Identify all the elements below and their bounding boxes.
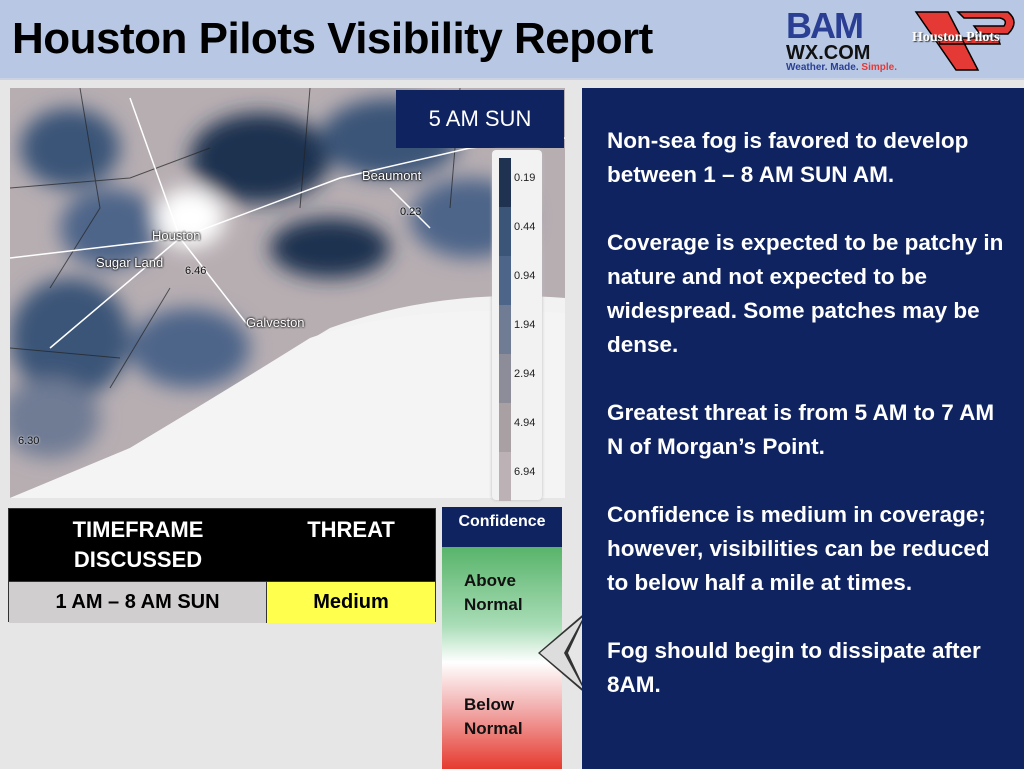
legend-swatch [499, 403, 511, 452]
above-normal-label: Above Normal [464, 571, 523, 614]
legend-value: 1.94 [514, 319, 536, 331]
legend-swatch [499, 158, 511, 207]
legend-value: 0.19 [514, 172, 536, 184]
houston-pilots-logo: Houston Pilots [908, 8, 1020, 74]
legend-value: 2.94 [514, 368, 536, 380]
header-timeframe: TIMEFRAME DISCUSSED [9, 509, 267, 581]
page-title: Houston Pilots Visibility Report [12, 14, 653, 63]
city-label: Sugar Land [96, 255, 164, 270]
discussion-paragraph: Greatest threat is from 5 AM to 7 AM N o… [607, 400, 995, 459]
visibility-map: Beaumont Houston Sugar Land Galveston 6.… [10, 88, 565, 498]
bamwx-logo: BAM WX.COM Weather. Made. Simple. [786, 5, 897, 74]
legend-value: 0.44 [514, 221, 536, 233]
value-label: 6.46 [185, 265, 207, 277]
discussion-paragraph: Non-sea fog is favored to develop betwee… [607, 128, 969, 187]
discussion-paragraph: Fog should begin to dissipate after 8AM. [607, 638, 981, 697]
legend-value: 0.94 [514, 270, 536, 282]
confidence-title: Confidence [442, 507, 562, 547]
below-normal-label: Below Normal [464, 695, 523, 738]
confidence-pointer-icon [538, 610, 588, 696]
visibility-legend: 0.19 0.44 0.94 1.94 2.94 4.94 6.94 [492, 150, 542, 501]
city-label: Houston [152, 228, 201, 243]
value-label: 0.23 [400, 206, 422, 218]
legend-swatch [499, 305, 511, 354]
legend-swatch [499, 207, 511, 256]
value-label: 6.30 [18, 435, 40, 447]
legend-swatch [499, 452, 511, 501]
header: Houston Pilots Visibility Report BAM WX.… [0, 0, 1024, 80]
confidence-scale: Confidence Above Normal Below Normal [442, 507, 562, 769]
legend-swatch [499, 256, 511, 305]
threat-table: TIMEFRAME DISCUSSED THREAT 1 AM – 8 AM S… [8, 508, 436, 623]
discussion-paragraph: Coverage is expected to be patchy in nat… [607, 230, 1004, 357]
legend-swatch [499, 354, 511, 403]
legend-value: 6.94 [514, 466, 536, 478]
discussion-panel: Non-sea fog is favored to develop betwee… [582, 88, 1024, 769]
header-threat: THREAT [267, 509, 435, 581]
discussion-paragraph: Confidence is medium in coverage; howeve… [607, 502, 990, 595]
city-label: Beaumont [362, 168, 422, 183]
city-label: Galveston [246, 315, 305, 330]
legend-value: 4.94 [514, 417, 536, 429]
threat-value: Medium [267, 581, 435, 623]
time-label: 5 AM SUN [396, 90, 564, 148]
timeframe-value: 1 AM – 8 AM SUN [9, 581, 267, 623]
